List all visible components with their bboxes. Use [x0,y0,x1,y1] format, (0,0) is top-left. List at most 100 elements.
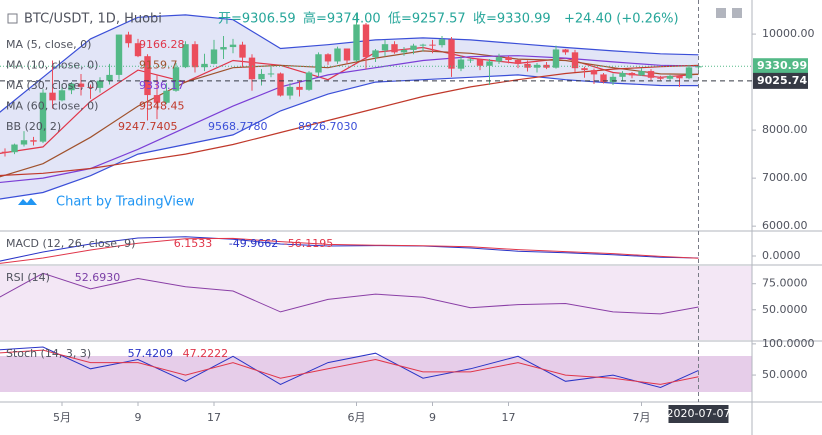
legend-value: 9568.7780 [208,120,268,133]
price-label-box [753,58,808,75]
candle-body [486,61,493,66]
plot [0,13,702,389]
candle-body [362,24,370,58]
y-tick-label: 50.0000 [762,303,808,316]
stoch-band [0,356,752,392]
x-tick-label: 5月 [53,411,71,424]
indicator-line [0,272,699,315]
candle-body [49,92,56,101]
candle-body [286,86,294,96]
indicator-line [0,346,699,389]
legend-value: 8926.7030 [298,120,358,133]
x-tick-label: 17 [502,411,516,424]
candle-body [590,70,598,75]
candle-body [391,44,398,53]
candle-body [258,73,265,80]
legend-value: 9348.45 [139,100,185,113]
candle-body [324,54,332,62]
y-tick-label: 6000.00 [762,219,808,232]
candle-body [400,49,408,53]
legend-label: BB (20, 2) [6,120,61,133]
candle-body [571,52,579,69]
candle-body [467,59,474,61]
candle-body [343,48,351,61]
candle-body [372,50,379,58]
candle-body [657,77,664,79]
candle-body [125,34,132,44]
candle-body [410,45,417,50]
legend-value: 9336.17 [139,79,185,92]
legend-label: MA (5, close, 0) [6,38,91,51]
candle-body [448,39,455,69]
ma-line [0,64,699,177]
x-tick-label: 9 [429,411,436,424]
ohlc-low: 低=9257.57 [388,12,466,27]
candle-body [11,144,18,153]
candle-body [267,73,275,75]
candle-body [153,95,161,103]
logo [18,198,37,205]
ohlc-close: 收=9330.99 [473,12,551,27]
candle-body [68,83,75,91]
y-tick-label: 7000.00 [762,171,808,184]
candle-body [457,59,465,69]
indicator-line [0,349,699,385]
pane-value: 57.4209 [128,347,174,360]
candle-body [296,86,303,90]
pane-title: MACD (12, 26, close, 9) [6,237,135,250]
ma-line [0,50,699,178]
candle-body [87,86,94,88]
candle-body [581,68,588,71]
candle-body [163,90,170,103]
pane-title: RSI (14) [6,271,50,284]
indicator-line [0,236,699,262]
candle-body [353,24,360,61]
ohlc-open: 开=9306.59 [218,12,296,27]
candle-body [685,67,693,79]
crosshair-date-box [668,405,729,423]
x-tick-label: 7月 [633,411,651,424]
pane-value: 6.1533 [174,237,213,250]
y-tick-label: 0.0000 [762,249,801,262]
y-tick-label: 100.0000 [762,337,815,350]
candle-body [315,54,322,73]
toolbar-icon[interactable] [732,8,742,18]
candle-body [77,83,85,87]
candle-body [277,73,284,96]
candle-body [39,92,47,142]
candle-body [1,151,9,153]
ohlc-high: 高=9374.00 [303,11,381,27]
rsi-band [0,266,752,340]
collapse-icon[interactable] [7,13,18,24]
candle-body [182,44,189,68]
pane-title: Stoch (14, 3, 3) [6,347,91,360]
legend-value: 9159.7 [139,59,178,72]
candle-body [628,72,636,76]
candle-body [201,63,208,68]
candle-body [647,71,655,78]
candle-body [524,63,531,68]
candle-body [676,75,683,79]
legend-label: MA (60, close, 0) [6,100,98,113]
bb-upper [0,14,699,113]
candle-body [552,49,560,68]
y-tick-label: 75.0000 [762,277,808,290]
candle-body [210,49,218,64]
pane-value: 47.2222 [183,347,229,360]
candle-body [30,140,37,142]
ma-line [0,55,699,184]
y-tick-label: 10000.00 [762,27,815,40]
bb-fill [0,14,699,200]
credit: Chart by TradingView [56,195,195,210]
candle-body [666,75,674,79]
candle-body [239,44,246,58]
crosshair-date: 2020-07-07 [667,407,731,420]
price-label: 9330.99 [757,59,807,72]
candle-body [96,80,104,88]
candle-body [248,57,256,80]
candle-body [172,67,180,91]
candle-body [419,44,427,46]
toolbar-icon[interactable] [716,8,726,18]
candle-body [600,74,607,83]
legend-value: 9166.28 [139,38,185,51]
